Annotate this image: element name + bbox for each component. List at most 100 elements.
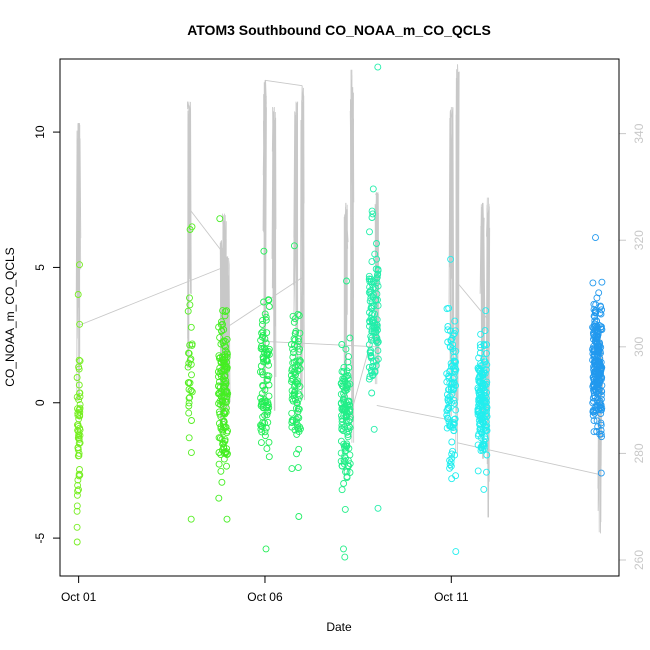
scatter-point xyxy=(369,210,377,218)
scatter-point xyxy=(222,363,230,371)
profile-connector xyxy=(78,266,225,326)
scatter-point xyxy=(590,417,598,425)
scatter-point xyxy=(590,428,598,436)
scatter-point xyxy=(290,392,298,400)
scatter-point xyxy=(216,215,224,223)
scatter-point xyxy=(260,247,268,255)
scatter-point xyxy=(370,327,378,335)
scatter-point xyxy=(290,242,298,250)
scatter-point xyxy=(297,425,304,433)
scatter-point xyxy=(367,367,375,374)
scatter-point xyxy=(290,318,298,326)
scatter-point xyxy=(296,345,304,353)
scatter-point xyxy=(481,381,488,389)
scatter-point xyxy=(220,439,228,447)
scatter-point xyxy=(343,440,351,448)
scatter-point xyxy=(448,438,456,446)
scatter-point xyxy=(444,394,452,402)
scatter-point xyxy=(218,478,226,486)
scatter-point xyxy=(477,330,485,338)
scatter-point xyxy=(215,449,223,456)
scatter-point xyxy=(371,368,379,376)
scatter-point xyxy=(186,393,194,401)
scatter-point xyxy=(186,356,194,364)
x-tick-label: Oct 11 xyxy=(434,590,469,604)
scatter-point xyxy=(596,377,604,385)
y-tick-label: 10 xyxy=(33,125,47,139)
scatter-point xyxy=(593,294,601,302)
profile-connector xyxy=(264,79,303,87)
scatter-point xyxy=(342,345,350,353)
scatter-point xyxy=(474,467,482,475)
scatter-point xyxy=(598,326,606,333)
scatter-point xyxy=(451,365,459,373)
scatter-point xyxy=(597,303,605,311)
scatter-point xyxy=(262,424,270,432)
scatter-point xyxy=(343,385,351,393)
scatter-point xyxy=(186,226,194,233)
scatter-point xyxy=(76,411,84,419)
scatter-point xyxy=(598,278,606,286)
scatter-point xyxy=(476,372,484,380)
scatter-point xyxy=(338,421,346,429)
scatter-point xyxy=(223,515,231,523)
profile-spike xyxy=(271,106,277,411)
y2-tick-label: 300 xyxy=(632,336,646,356)
scatter-point xyxy=(374,63,382,71)
scatter-point xyxy=(223,445,231,453)
scatter-point xyxy=(450,396,458,404)
scatter-point xyxy=(263,372,271,380)
scatter-point xyxy=(478,418,486,426)
scatter-point xyxy=(365,275,373,283)
scatter-point xyxy=(288,416,296,424)
scatter-point xyxy=(293,430,301,438)
scatter-point xyxy=(259,419,267,427)
scatter-point xyxy=(76,393,84,401)
x-tick-label: Oct 06 xyxy=(247,590,283,604)
scatter-point xyxy=(187,449,195,457)
scatter-point xyxy=(265,296,273,304)
scatter-point xyxy=(261,335,269,343)
scatter-point xyxy=(263,376,271,384)
scatter-point xyxy=(591,385,599,393)
scatter-point xyxy=(476,364,484,372)
scatter-point xyxy=(259,381,267,389)
scatter-point xyxy=(219,440,227,448)
scatter-point xyxy=(368,311,376,319)
scatter-point xyxy=(476,349,484,357)
scatter-point xyxy=(448,475,456,483)
scatter-point xyxy=(483,468,490,476)
scatter-point xyxy=(186,294,193,302)
scatter-point xyxy=(263,357,270,365)
scatter-point xyxy=(594,394,602,402)
scatter-point xyxy=(342,412,350,420)
scatter-point xyxy=(590,389,598,397)
scatter-point xyxy=(294,408,302,416)
scatter-point xyxy=(590,306,598,314)
scatter-point xyxy=(452,347,460,355)
scatter-point xyxy=(74,481,82,489)
scatter-point xyxy=(222,343,230,351)
scatter-point xyxy=(258,428,266,436)
scatter-point xyxy=(262,313,270,321)
scatter-point xyxy=(216,334,224,342)
scatter-point xyxy=(368,389,376,397)
scatter-point xyxy=(369,185,377,193)
scatter-point xyxy=(446,393,454,400)
y2-tick-label: 260 xyxy=(632,550,646,570)
scatter-point xyxy=(75,415,83,423)
scatter-point xyxy=(220,409,228,417)
scatter-point xyxy=(290,335,298,343)
scatter-point xyxy=(446,367,454,375)
scatter-point xyxy=(265,303,273,310)
scatter-point xyxy=(257,394,265,402)
scatter-point xyxy=(76,357,84,365)
scatter-point xyxy=(447,255,455,263)
scatter-point xyxy=(257,336,265,344)
profile-spike xyxy=(187,101,192,369)
scatter-point xyxy=(476,341,484,349)
scatter-point xyxy=(294,362,302,370)
scatter-point xyxy=(223,353,231,361)
scatter-point xyxy=(216,434,224,442)
scatter-point xyxy=(341,373,349,381)
